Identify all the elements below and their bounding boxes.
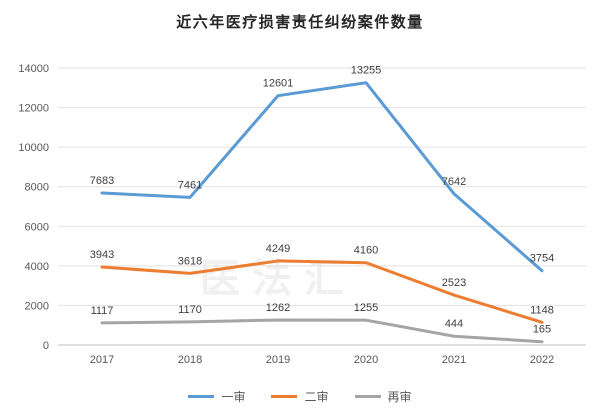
data-label: 7683 [90, 175, 114, 187]
y-tick-label: 10000 [18, 142, 49, 154]
y-tick-label: 0 [43, 340, 49, 352]
data-label: 7461 [178, 179, 202, 191]
data-label: 444 [445, 318, 463, 330]
data-label: 4160 [354, 245, 378, 257]
legend-item-1: 二审 [271, 388, 329, 405]
series-line-0 [100, 81, 544, 273]
data-label: 1255 [354, 302, 378, 314]
y-tick-label: 4000 [25, 261, 49, 273]
legend: 一审 二审 再审 [0, 388, 600, 405]
x-tick-label: 2019 [266, 354, 290, 366]
legend-item-0: 一审 [188, 388, 245, 405]
data-label: 2523 [442, 277, 466, 289]
chart-title: 近六年医疗损害责任纠纷案件数量 [176, 14, 424, 31]
data-label: 3618 [178, 255, 202, 267]
data-label: 3943 [90, 249, 114, 261]
x-tick-label: 2020 [354, 354, 378, 366]
legend-swatch [188, 395, 215, 398]
data-label: 1170 [178, 304, 202, 316]
series-line-2 [100, 318, 544, 344]
x-tick-label: 2021 [442, 354, 466, 366]
y-tick-label: 2000 [25, 300, 49, 312]
legend-item-2: 再审 [354, 388, 412, 405]
x-tick-label: 2018 [178, 354, 202, 366]
data-label: 7642 [442, 176, 466, 188]
line-chart: 0 2000 4000 6000 8000 10000 12000 14000 2017 2018… [18, 63, 586, 366]
y-tick-label: 12000 [18, 103, 49, 115]
data-label: 1262 [266, 302, 290, 314]
legend-swatch [271, 395, 298, 398]
legend-label: 再审 [387, 390, 412, 404]
x-tick-label: 2017 [90, 354, 114, 366]
y-tick-label: 14000 [18, 63, 49, 75]
data-label: 1117 [91, 305, 114, 317]
data-label: 1148 [530, 304, 554, 316]
data-label: 12601 [263, 78, 294, 90]
x-tick-label: 2022 [530, 354, 554, 366]
y-tick-label: 6000 [25, 221, 49, 233]
data-label: 3754 [530, 253, 554, 265]
legend-label: 二审 [304, 390, 329, 404]
series-line-1 [100, 259, 544, 324]
legend-label: 一审 [221, 390, 246, 404]
data-label: 4249 [266, 243, 290, 255]
data-label: 165 [533, 324, 551, 336]
y-tick-label: 8000 [25, 182, 49, 194]
legend-swatch [354, 395, 381, 398]
data-label: 13255 [351, 65, 382, 77]
